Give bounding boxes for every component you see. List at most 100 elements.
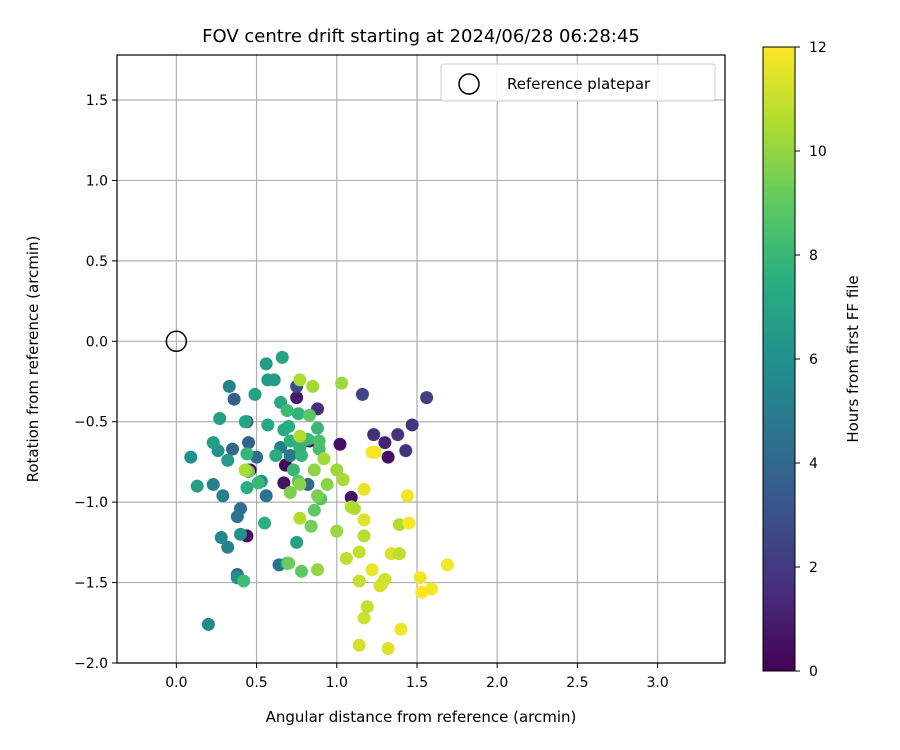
y-tick-label: 0.0 <box>86 334 108 350</box>
x-axis-ticks: 0.0 0.5 1.0 1.5 2.0 2.5 3.0 <box>165 663 669 691</box>
colorbar-tick-label: 8 <box>809 248 818 264</box>
data-point <box>311 563 325 577</box>
colorbar-tick-label: 10 <box>809 144 827 160</box>
colorbar-tick-label: 6 <box>809 352 818 368</box>
colorbar: 0 2 4 6 8 10 12 Hours from first FF file <box>762 40 862 680</box>
data-point <box>413 571 427 585</box>
colorbar-label: Hours from first FF file <box>844 275 862 442</box>
data-point <box>333 437 347 451</box>
data-point <box>238 463 252 477</box>
data-point <box>234 527 248 541</box>
y-axis-ticks: 1.5 1.0 0.5 0.0 −0.5 −1.0 −1.5 −2.0 <box>74 93 117 672</box>
data-point <box>368 445 382 459</box>
data-point <box>360 600 374 614</box>
data-point <box>238 415 252 429</box>
data-point <box>294 449 308 463</box>
x-tick-label: 3.0 <box>646 675 668 691</box>
data-point <box>221 540 235 554</box>
data-point <box>330 524 344 538</box>
data-point <box>336 473 350 487</box>
data-point <box>303 408 317 422</box>
data-point <box>240 447 254 461</box>
data-point <box>352 638 366 652</box>
data-point <box>352 574 366 588</box>
data-point <box>190 479 204 493</box>
data-point <box>394 622 408 636</box>
data-point <box>399 444 413 458</box>
data-point <box>240 481 254 495</box>
data-point <box>259 489 273 503</box>
data-point <box>213 412 227 426</box>
data-point <box>293 511 307 525</box>
data-point <box>392 547 406 561</box>
data-point <box>286 463 300 477</box>
colorbar-ticks: 0 2 4 6 8 10 12 <box>795 40 827 680</box>
data-point <box>357 482 371 496</box>
legend-label: Reference platepar <box>507 75 651 93</box>
y-axis-label: Rotation from reference (arcmin) <box>24 236 42 483</box>
data-point <box>357 529 371 543</box>
data-point <box>294 564 308 578</box>
y-tick-label: −1.5 <box>74 576 108 592</box>
data-point <box>184 450 198 464</box>
colorbar-tick-label: 0 <box>809 664 818 680</box>
data-point <box>381 450 395 464</box>
data-point <box>291 407 305 421</box>
data-point <box>293 477 307 491</box>
data-point <box>221 453 235 467</box>
data-point <box>261 418 275 432</box>
data-point <box>355 387 369 401</box>
data-point <box>307 463 321 477</box>
data-point <box>311 489 325 503</box>
data-point <box>214 531 228 545</box>
data-point <box>226 442 240 456</box>
data-point <box>307 503 321 517</box>
y-tick-label: −1.0 <box>74 495 108 511</box>
data-point <box>258 516 272 530</box>
data-point <box>282 556 296 570</box>
data-point <box>339 551 353 565</box>
data-point <box>330 463 344 477</box>
data-point <box>306 379 320 393</box>
data-point <box>344 490 358 504</box>
y-tick-label: −2.0 <box>74 656 108 672</box>
data-point <box>365 563 379 577</box>
x-tick-label: 0.0 <box>165 675 187 691</box>
x-axis-label: Angular distance from reference (arcmin) <box>266 708 577 726</box>
x-tick-label: 0.5 <box>245 675 267 691</box>
colorbar-tick-label: 2 <box>809 560 818 576</box>
data-point <box>206 436 220 450</box>
data-point <box>357 611 371 625</box>
data-point <box>230 510 244 524</box>
data-point <box>304 519 318 533</box>
x-tick-label: 2.5 <box>566 675 588 691</box>
data-point <box>216 489 230 503</box>
data-point <box>293 429 307 443</box>
data-point <box>222 379 236 393</box>
data-point <box>400 489 414 503</box>
data-point <box>378 436 392 450</box>
data-point <box>402 516 416 530</box>
x-tick-label: 2.0 <box>486 675 508 691</box>
chart-title: FOV centre drift starting at 2024/06/28 … <box>202 26 640 47</box>
plot-frame <box>116 54 726 664</box>
data-point <box>405 418 419 432</box>
data-point <box>283 449 297 463</box>
legend-box <box>440 63 716 102</box>
data-point <box>424 582 438 596</box>
data-point <box>251 476 265 490</box>
data-point <box>381 642 395 656</box>
data-point <box>227 392 241 406</box>
colorbar-tick-label: 4 <box>809 456 818 472</box>
data-point <box>283 486 297 500</box>
data-point <box>392 518 406 532</box>
data-point <box>320 477 334 491</box>
data-point <box>275 350 289 364</box>
reference-platepar-marker <box>165 330 188 353</box>
y-tick-label: 0.5 <box>86 254 108 270</box>
colorbar-gradient <box>762 46 796 672</box>
data-point <box>378 572 392 586</box>
data-point <box>283 434 297 448</box>
data-point <box>280 403 294 417</box>
